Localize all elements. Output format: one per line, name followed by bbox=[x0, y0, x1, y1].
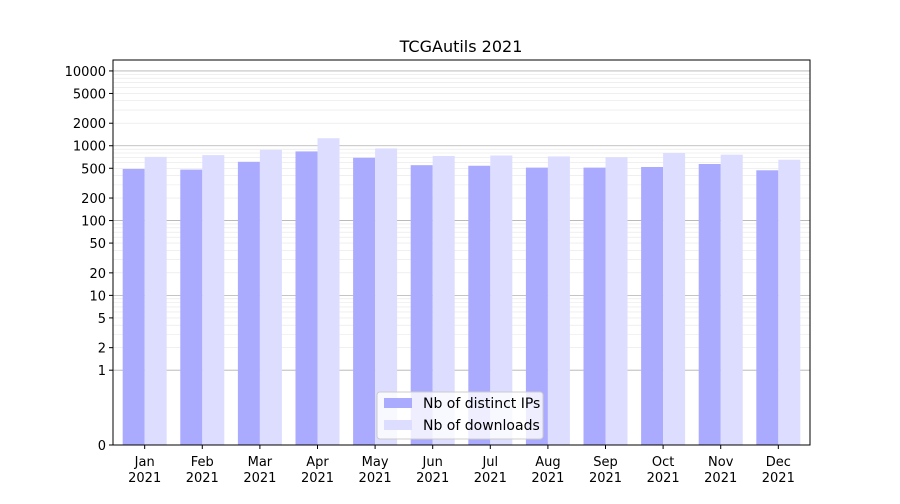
plot-frame bbox=[112, 59, 811, 446]
y-tick-label: 1000 bbox=[73, 140, 106, 155]
x-axis: Jan 2021 Feb 2021 Mar 2021 Apr 2021 May 2021 Jun 20… bbox=[128, 445, 795, 486]
y-tick-label: 20 bbox=[89, 267, 106, 282]
y-tick-label: 10000 bbox=[65, 65, 106, 80]
y-tick-label: 2 bbox=[98, 342, 106, 357]
bar-downloads bbox=[202, 155, 225, 445]
bar-downloads bbox=[375, 148, 398, 445]
chart-title: TCGAutils 2021 bbox=[399, 37, 523, 56]
y-tick-label: 10 bbox=[89, 289, 106, 304]
bar-distinct-ips bbox=[410, 165, 433, 445]
bar-distinct-ips bbox=[468, 165, 491, 445]
legend: Nb of distinct IPs Nb of downloads bbox=[376, 391, 544, 440]
y-tick-label: 1 bbox=[98, 364, 106, 379]
bar-distinct-ips bbox=[237, 161, 260, 445]
y-tick-label: 50 bbox=[89, 237, 106, 252]
bar-distinct-ips bbox=[180, 169, 203, 445]
y-tick-label: 500 bbox=[81, 162, 106, 177]
y-tick-label: 200 bbox=[81, 192, 106, 207]
x-tick-label: Sep 2021 bbox=[589, 455, 622, 486]
bar-distinct-ips bbox=[583, 167, 606, 445]
bar-downloads bbox=[663, 152, 686, 445]
x-tick-label: Oct 2021 bbox=[647, 455, 680, 486]
bar-downloads bbox=[547, 156, 570, 445]
bar-distinct-ips bbox=[295, 151, 318, 445]
x-tick-label: Jun 2021 bbox=[416, 455, 449, 486]
bar-distinct-ips bbox=[353, 157, 376, 445]
bar-distinct-ips bbox=[122, 168, 145, 445]
bars bbox=[122, 138, 801, 445]
bar-distinct-ips bbox=[698, 164, 721, 445]
bar-downloads bbox=[317, 138, 340, 445]
x-tick-label: Jul 2021 bbox=[474, 455, 507, 486]
bar-downloads bbox=[259, 149, 282, 445]
x-tick-label: Nov 2021 bbox=[704, 455, 737, 486]
x-tick-label: May 2021 bbox=[359, 455, 392, 486]
legend-label-distinct-ips: Nb of distinct IPs bbox=[423, 396, 540, 412]
x-tick-label: Jan 2021 bbox=[128, 455, 161, 486]
x-tick-label: Dec 2021 bbox=[762, 455, 795, 486]
y-tick-label: 5 bbox=[98, 312, 106, 327]
legend-label-downloads: Nb of downloads bbox=[423, 418, 540, 434]
bar-downloads bbox=[605, 157, 628, 445]
bar-distinct-ips bbox=[525, 167, 548, 445]
legend-box bbox=[376, 391, 544, 440]
y-tick-label: 5000 bbox=[73, 87, 106, 102]
bar-downloads bbox=[490, 155, 513, 445]
x-tick-label: Feb 2021 bbox=[186, 455, 219, 486]
y-tick-label: 0 bbox=[98, 439, 106, 454]
y-axis: 0 1 2 5 10 20 50 100 200 500 1000 2000 5000 10000 bbox=[65, 65, 113, 454]
y-tick-label: 100 bbox=[81, 215, 106, 230]
bar-downloads bbox=[720, 154, 743, 445]
x-tick-label: Aug 2021 bbox=[531, 455, 564, 486]
bar-distinct-ips bbox=[756, 170, 779, 445]
grid-lines bbox=[113, 70, 810, 371]
bar-distinct-ips bbox=[641, 166, 664, 445]
bar-downloads bbox=[144, 156, 167, 445]
bar-downloads bbox=[432, 155, 455, 445]
bar-downloads bbox=[778, 159, 801, 445]
x-tick-label: Mar 2021 bbox=[243, 455, 276, 486]
legend-swatch-distinct-ips bbox=[384, 398, 412, 408]
legend-swatch-downloads bbox=[384, 420, 412, 430]
x-tick-label: Apr 2021 bbox=[301, 455, 334, 486]
y-tick-label: 2000 bbox=[73, 117, 106, 132]
